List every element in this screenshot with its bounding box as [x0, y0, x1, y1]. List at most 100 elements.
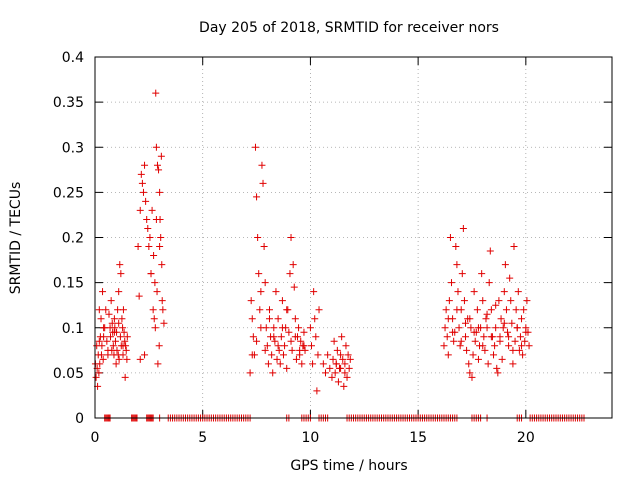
data-point: [257, 324, 265, 332]
data-point: [137, 170, 145, 178]
data-point: [159, 306, 167, 314]
data-point: [504, 328, 512, 336]
data-point: [273, 355, 281, 363]
data-point: [118, 315, 126, 323]
data-point: [290, 283, 298, 291]
data-point: [502, 306, 510, 314]
data-point: [523, 297, 531, 305]
data-point: [119, 342, 127, 350]
y-tick-label: 0.2: [62, 231, 84, 247]
data-point: [119, 351, 127, 359]
data-point: [518, 342, 526, 350]
data-point: [259, 179, 267, 187]
data-point: [522, 328, 530, 336]
x-tick-label: 10: [302, 430, 320, 446]
data-point: [116, 333, 124, 341]
data-point: [253, 337, 261, 345]
data-point: [272, 288, 280, 296]
data-point: [157, 234, 165, 241]
data-point: [285, 328, 293, 336]
data-point: [158, 297, 166, 305]
data-point: [319, 360, 327, 368]
data-point: [469, 351, 477, 359]
data-point: [449, 328, 457, 336]
data-point: [113, 346, 121, 354]
data-point: [261, 279, 269, 287]
data-point: [155, 342, 163, 350]
data-point: [288, 346, 296, 354]
data-point: [313, 387, 321, 395]
data-point: [292, 355, 300, 363]
data-point: [263, 342, 271, 350]
data-point: [296, 346, 304, 354]
data-point: [310, 288, 318, 296]
data-point: [495, 297, 503, 305]
data-point: [446, 234, 454, 241]
data-point: [453, 261, 461, 269]
x-tick-label: 15: [409, 430, 427, 446]
data-point: [443, 333, 451, 341]
data-point: [458, 270, 466, 278]
data-point: [493, 364, 501, 372]
data-point: [278, 297, 286, 305]
data-point: [483, 324, 491, 332]
data-point: [291, 315, 299, 323]
data-point: [268, 351, 276, 359]
data-point: [264, 360, 272, 368]
data-point: [516, 333, 524, 341]
data-point: [454, 288, 462, 296]
data-point: [300, 342, 308, 350]
data-point: [473, 306, 481, 314]
data-point: [337, 351, 345, 359]
data-point: [117, 270, 125, 278]
data-point: [344, 351, 352, 359]
data-point: [339, 355, 347, 363]
data-point: [110, 328, 118, 336]
data-point: [155, 166, 163, 174]
data-point: [105, 310, 113, 318]
data-point: [156, 243, 164, 251]
data-point: [289, 261, 297, 269]
data-point: [148, 206, 156, 214]
data-point: [343, 373, 351, 381]
data-point: [134, 243, 142, 251]
data-point: [460, 297, 468, 305]
data-point: [152, 89, 160, 97]
data-point: [96, 360, 104, 368]
data-point: [297, 337, 305, 345]
data-point: [332, 360, 340, 368]
data-point: [154, 360, 162, 368]
data-point: [309, 360, 317, 368]
data-point: [457, 337, 465, 345]
data-point: [520, 306, 528, 314]
data-point: [505, 333, 513, 341]
data-point: [99, 288, 107, 296]
data-point: [95, 337, 103, 345]
data-points: [91, 89, 588, 422]
x-tick-label: 0: [91, 430, 100, 446]
x-axis-label: GPS time / hours: [290, 458, 407, 474]
data-point: [298, 360, 306, 368]
y-tick-label: 0: [75, 411, 84, 427]
data-point: [462, 333, 470, 341]
tick-labels: 0 0.05 0.1 0.15 0.2 0.25 0.3 0.35 0.4 0 5 10 15 20: [53, 50, 535, 446]
data-point: [150, 252, 158, 260]
data-point: [121, 337, 129, 345]
data-point: [110, 315, 118, 323]
data-point: [122, 346, 130, 354]
data-point: [277, 333, 285, 341]
data-point: [326, 364, 334, 372]
data-point: [468, 373, 476, 381]
data-point: [341, 369, 349, 377]
data-point: [515, 346, 523, 354]
data-point: [321, 369, 329, 377]
data-point: [500, 288, 508, 296]
data-point: [483, 310, 491, 318]
data-point: [123, 333, 131, 341]
data-point: [295, 324, 303, 332]
data-point: [97, 351, 105, 359]
data-point: [254, 234, 262, 241]
data-point: [98, 342, 106, 350]
data-point: [342, 342, 350, 350]
